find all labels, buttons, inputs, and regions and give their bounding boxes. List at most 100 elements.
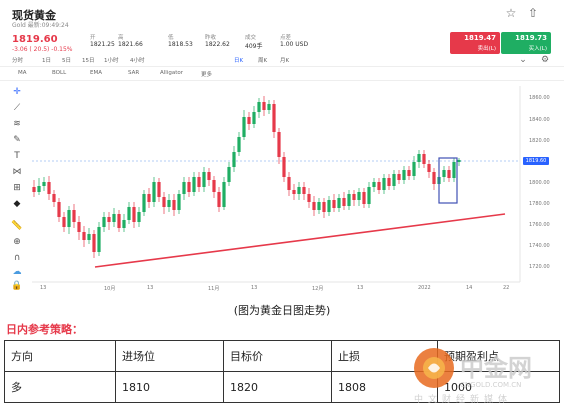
candle-body xyxy=(107,217,111,222)
candle-body xyxy=(302,187,306,194)
magnet-icon[interactable]: ∩ xyxy=(13,253,21,263)
quote-label: 昨收 xyxy=(205,35,217,41)
candle-body xyxy=(377,182,381,190)
indicator-more[interactable]: 更多 xyxy=(201,72,213,78)
tab-timeframe[interactable]: 15日 xyxy=(82,58,95,64)
fibonacci-icon[interactable]: ≋ xyxy=(13,119,21,129)
tab-timeframe[interactable]: 周K xyxy=(258,58,268,64)
candle-body xyxy=(182,182,186,194)
candle-body xyxy=(197,177,201,187)
support-trendline xyxy=(94,213,506,268)
candle-body xyxy=(417,154,421,162)
candle-body xyxy=(457,160,461,162)
quote-value: 1818.53 xyxy=(168,41,193,48)
x-tick-label: 14 xyxy=(466,285,473,291)
candle-body xyxy=(177,194,181,210)
y-tick-label: 1860.00 xyxy=(529,95,550,101)
chevron-down-icon[interactable]: ⌄ xyxy=(519,55,527,65)
star-icon[interactable]: ☆ xyxy=(505,6,517,20)
share-icon[interactable]: ⇧ xyxy=(527,6,539,20)
strategy-heading: 日内参考策略： xyxy=(6,323,83,336)
measure-icon[interactable]: ⊞ xyxy=(13,183,21,193)
tab-timeframe[interactable]: 分时 xyxy=(12,58,24,64)
strategy-table: 方向 进场位 目标价 止损 预期盈利点 多 1810 1820 1808 100… xyxy=(4,340,560,403)
candle-body xyxy=(292,190,296,194)
cloud-icon[interactable]: ☁ xyxy=(12,267,22,277)
tab-timeframe[interactable]: 1小时 xyxy=(104,58,119,64)
candle-body xyxy=(122,220,126,228)
y-tick-label: 1840.00 xyxy=(529,117,550,123)
text-icon[interactable]: T xyxy=(14,151,20,161)
candle-body xyxy=(407,170,411,176)
buy-price: 1819.73 xyxy=(515,34,547,42)
candle-body xyxy=(352,194,356,200)
candle-body xyxy=(387,178,391,186)
x-tick-label: 10月 xyxy=(104,286,116,292)
x-tick-label: 13 xyxy=(40,285,47,291)
candle-body xyxy=(32,187,36,192)
candle-body xyxy=(52,194,56,202)
candle-body xyxy=(247,117,251,124)
tab-timeframe[interactable]: 1日 xyxy=(42,58,51,64)
candle-body xyxy=(167,200,171,207)
pattern-icon[interactable]: ⋈ xyxy=(12,167,22,177)
candle-body xyxy=(257,102,261,112)
chart-caption: (图为黄金日图走势) xyxy=(233,304,331,317)
candle-body xyxy=(92,234,96,252)
quote-low: 低 1818.53 xyxy=(168,33,193,48)
table-row: 多 1810 1820 1808 1000 xyxy=(4,371,560,403)
sell-button[interactable]: 1819.47 卖出(L) xyxy=(450,32,500,54)
buy-button[interactable]: 1819.73 买入(L) xyxy=(501,32,551,54)
tab-timeframe[interactable]: 5日 xyxy=(62,58,71,64)
candle-body xyxy=(347,194,351,206)
trendline-icon[interactable]: ⟋ xyxy=(13,103,21,113)
candle-body xyxy=(57,202,61,217)
candle-body xyxy=(112,214,116,222)
candle-body xyxy=(157,182,161,197)
quote-label: 点差 xyxy=(280,35,292,41)
indicator-ma[interactable]: MA xyxy=(18,70,27,76)
tab-timeframe[interactable]: 4小时 xyxy=(130,58,145,64)
candle-body xyxy=(282,157,286,177)
candle-body xyxy=(102,217,106,227)
quote-value: 1821.25 xyxy=(90,41,115,48)
candle-body xyxy=(297,187,301,194)
table-cell: 1808 xyxy=(331,371,438,403)
quote-value: 1821.66 xyxy=(118,41,143,48)
candle-body xyxy=(307,194,311,202)
table-cell: 1810 xyxy=(115,371,224,403)
candle-body xyxy=(447,170,451,178)
crosshair-icon[interactable]: ✛ xyxy=(13,87,21,97)
candle-body xyxy=(127,207,131,220)
table-cell: 多 xyxy=(4,371,116,403)
candle-body xyxy=(222,182,226,207)
indicator-boll[interactable]: BOLL xyxy=(52,70,67,76)
lock-icon[interactable]: 🔒 xyxy=(11,281,23,291)
settings-icon[interactable]: ⚙ xyxy=(540,55,550,65)
x-tick-label: 13 xyxy=(357,285,364,291)
current-price: 1819.60 xyxy=(12,34,58,45)
candle-body xyxy=(207,172,211,180)
candle-body xyxy=(342,198,346,206)
price-chart[interactable] xyxy=(0,82,564,298)
candle-body xyxy=(162,197,166,207)
arrow-icon[interactable]: ◆ xyxy=(13,199,21,209)
candle-body xyxy=(172,200,176,210)
indicator-sar[interactable]: SAR xyxy=(128,70,140,76)
candle-body xyxy=(217,192,221,207)
table-cell: 1820 xyxy=(223,371,332,403)
candle-body xyxy=(277,132,281,157)
tab-timeframe[interactable]: 月K xyxy=(280,58,290,64)
brush-icon[interactable]: ✎ xyxy=(13,135,21,145)
candle-body xyxy=(337,198,341,208)
ruler-icon[interactable]: 📏 xyxy=(11,221,23,231)
indicator-alligator[interactable]: Alligator xyxy=(160,70,183,76)
zoom-in-icon[interactable]: ⊕ xyxy=(13,237,21,247)
indicator-ema[interactable]: EMA xyxy=(90,70,102,76)
y-tick-label: 1720.00 xyxy=(529,264,550,270)
y-tick-label: 1780.00 xyxy=(529,201,550,207)
tab-timeframe-active[interactable]: 日K xyxy=(234,58,244,64)
candle-body xyxy=(272,104,276,132)
candle-body xyxy=(392,174,396,186)
